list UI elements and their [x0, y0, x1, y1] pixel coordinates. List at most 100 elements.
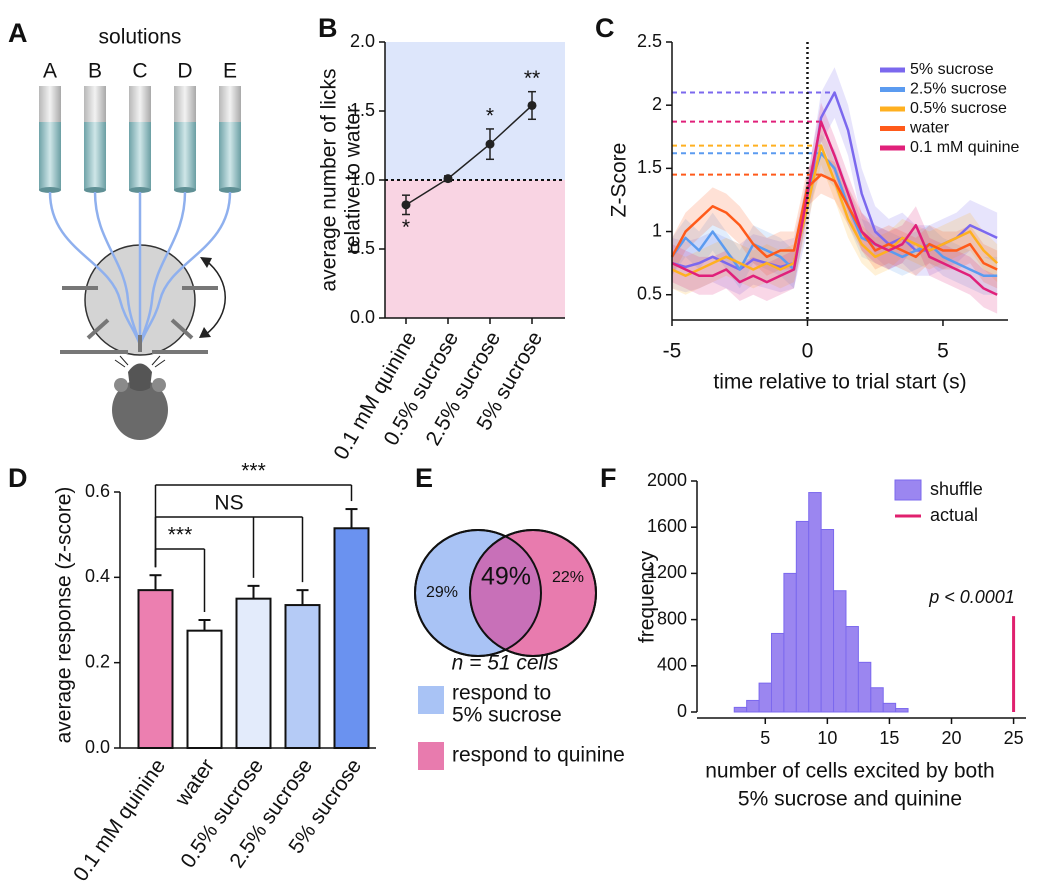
histogram-bar: [870, 687, 884, 713]
value-label: 29%: [426, 584, 458, 601]
histogram-bar: [857, 661, 872, 713]
histogram-bar: [833, 590, 847, 713]
bar: [284, 604, 321, 749]
y-tick-label: 0.6: [85, 481, 110, 501]
comparison-label: ***: [241, 460, 266, 483]
data-point: [443, 174, 453, 184]
mouse: [112, 355, 168, 440]
rotation-arrow: [204, 259, 226, 336]
sem-band: [672, 134, 998, 295]
legend-label: respond to: [452, 682, 551, 705]
panel-letter: C: [595, 13, 615, 43]
x-tick-label: 15: [879, 728, 899, 748]
valves: [60, 286, 218, 354]
y-tick-label: 0.0: [85, 737, 110, 757]
histogram-bar: [795, 520, 810, 713]
histogram-bar: [845, 626, 859, 713]
histogram-bar: [770, 632, 785, 713]
y-tick-label: 1200: [647, 562, 687, 582]
arrow-heads: [199, 257, 212, 338]
significance-label: *: [402, 216, 410, 239]
legend-label: 0.1 mM quinine: [910, 139, 1019, 156]
y-tick-label: 1600: [647, 516, 687, 536]
y-axis-label: average response (z-score): [53, 487, 76, 744]
y-tick-label: 0.5: [637, 283, 662, 303]
histogram-bar: [733, 706, 748, 713]
x-axis-label: number of cells excited by both: [705, 760, 995, 783]
data-point: [485, 139, 495, 149]
legend-label: actual: [930, 505, 978, 525]
y-tick-label: 1.5: [350, 100, 375, 120]
histogram-bar: [746, 699, 760, 713]
y-tick-label: 2.0: [350, 31, 375, 51]
legend-label: respond to quinine: [452, 744, 625, 767]
panel-letter: F: [600, 463, 617, 493]
tubing: [48, 191, 232, 346]
y-tick-label: 1.5: [637, 157, 662, 177]
x-axis-label: 5% sucrose and quinine: [738, 788, 962, 811]
x-tick-label: 5: [760, 728, 770, 748]
y-tick-label: 0.2: [85, 651, 110, 671]
significance-label: *: [486, 104, 494, 127]
histogram-bar: [895, 708, 909, 713]
value-label: 22%: [552, 569, 584, 586]
tube-label: D: [177, 60, 192, 83]
y-axis-label: average number of licks: [318, 69, 341, 292]
panel-letter: B: [318, 13, 338, 43]
panel-letter: A: [8, 18, 28, 48]
x-tick-label: 20: [941, 728, 961, 748]
annotation: n = 51 cells: [452, 652, 559, 675]
histogram-bar: [783, 572, 797, 713]
series-line: [671, 120, 998, 296]
panel-letter: D: [8, 463, 28, 493]
legend-swatch: [418, 742, 444, 770]
y-tick-label: 800: [657, 608, 687, 628]
y-tick-label: 2.5: [637, 31, 662, 51]
x-tick-label: -5: [663, 340, 682, 363]
background-below: [385, 180, 565, 318]
x-tick-label: 25: [1004, 728, 1024, 748]
legend-label: 2.5% sucrose: [910, 81, 1007, 98]
x-axis-label: time relative to trial start (s): [713, 371, 966, 394]
data-point: [401, 200, 411, 210]
bar: [333, 527, 370, 749]
data-line: [405, 104, 533, 206]
y-axis-label: relative to water: [342, 106, 365, 254]
histogram-bar: [758, 682, 772, 713]
background-above: [385, 42, 565, 180]
y-tick-label: 0.0: [350, 307, 375, 327]
data-point: [527, 100, 537, 110]
comparison-label: ***: [168, 524, 193, 547]
bar: [186, 629, 223, 750]
y-tick-label: 0.4: [85, 566, 110, 586]
y-axis-label: frequency: [636, 550, 659, 643]
bar: [235, 597, 272, 750]
legend-label: 0.5% sucrose: [910, 100, 1007, 117]
y-tick-label: 2000: [647, 470, 687, 490]
sem-band: [672, 102, 998, 314]
tube-label: E: [223, 60, 237, 83]
apparatus-diagram: A solutions A B C D E: [8, 18, 241, 440]
x-tick-label: 0.1 mM quinine: [69, 755, 170, 885]
comparison-label: NS: [214, 492, 243, 515]
legend-label: 5% sucrose: [452, 704, 562, 727]
venn-outline: [414, 529, 542, 657]
legend-label: 5% sucrose: [910, 61, 994, 78]
histogram-bar: [820, 529, 835, 713]
y-tick-label: 400: [657, 655, 687, 675]
x-tick-label: water: [170, 755, 219, 811]
diagram-title: solutions: [99, 26, 182, 49]
value-label: 49%: [481, 563, 531, 591]
series-line: [670, 173, 998, 271]
tube-label: A: [43, 60, 57, 83]
tubes: [39, 86, 241, 193]
x-tick-label: 10: [817, 728, 837, 748]
annotation: p < 0.0001: [928, 587, 1015, 607]
histogram-bar: [808, 492, 822, 713]
y-tick-label: 0.5: [350, 238, 375, 258]
legend-label: water: [909, 120, 950, 137]
sem-band: [672, 67, 998, 295]
tube-label: C: [132, 60, 147, 83]
